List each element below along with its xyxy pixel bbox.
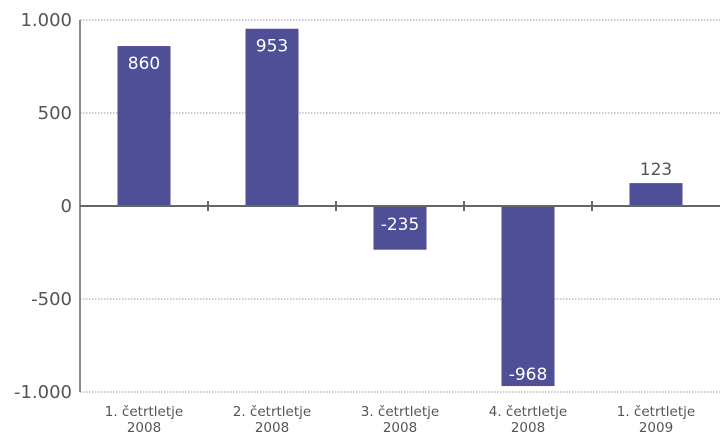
- y-tick-label: 500: [38, 103, 72, 124]
- category-label: 4. četrtletje: [489, 404, 567, 420]
- category-label: 2009: [639, 420, 673, 434]
- bars: [117, 28, 683, 387]
- y-tick-label: 1.000: [20, 10, 72, 31]
- data-label: 953: [256, 37, 288, 57]
- x-axis: [79, 20, 720, 392]
- data-label: 123: [640, 160, 672, 180]
- category-label: 2008: [255, 420, 289, 434]
- category-label: 2008: [383, 420, 417, 434]
- bar: [501, 206, 555, 387]
- category-label: 3. četrtletje: [361, 404, 439, 420]
- category-label: 2. četrtletje: [233, 404, 311, 420]
- data-label: 860: [128, 54, 160, 74]
- y-axis: 1.000 500 0 -500 -1.000: [14, 10, 72, 403]
- data-labels: 860 953 -235 -968 123: [128, 37, 672, 385]
- category-label: 2008: [127, 420, 161, 434]
- category-label: 1. četrtletje: [617, 404, 695, 420]
- data-label: -968: [509, 365, 548, 385]
- bar: [117, 46, 171, 206]
- category-label: 1. četrtletje: [105, 404, 183, 420]
- data-label: -235: [381, 215, 420, 235]
- bar: [629, 183, 683, 206]
- category-label: 2008: [511, 420, 545, 434]
- y-tick-label: -1.000: [14, 382, 72, 403]
- bar: [373, 206, 427, 250]
- bar: [245, 28, 299, 206]
- y-tick-label: -500: [31, 289, 72, 310]
- y-tick-label: 0: [61, 196, 72, 217]
